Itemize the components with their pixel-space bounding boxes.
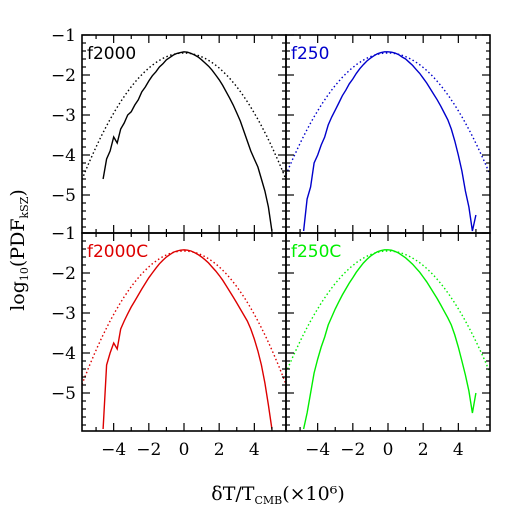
panel-label: f250C (291, 242, 341, 262)
y-tick-label: −2 (51, 264, 76, 284)
x-axis-label-suffix: (×10⁶) (282, 483, 345, 505)
y-axis-label-middle: (PDF (7, 218, 29, 267)
panel-label: f2000 (87, 44, 136, 64)
y-tick-label: −4 (51, 146, 76, 166)
y-axis-label-prefix: log (7, 281, 29, 311)
x-tick-label: 2 (418, 440, 429, 460)
panel-f2000: f2000 (81, 34, 287, 234)
y-tick-label: −3 (51, 304, 76, 324)
x-tick-label: −4 (101, 440, 126, 460)
panel-f250: f250 (285, 34, 491, 234)
panel-f250c: f250C (285, 232, 491, 432)
measured-pdf-line (302, 51, 477, 232)
y-tick-label: −2 (51, 66, 76, 86)
axis-ticks (82, 34, 490, 431)
measured-pdf-line (102, 51, 273, 232)
axis-tick-labels: −1 −2 −3 −4 −5 −1 −2 −3 −4 −5 −4 −2 0 2 4 −4 −2 0 2 4 (51, 26, 464, 460)
x-tick-label: −4 (305, 440, 330, 460)
y-axis-label-subscript-ksz: kSZ (18, 196, 31, 218)
panel-frame (285, 34, 491, 234)
gaussian-fit-line (285, 250, 491, 373)
y-tick-label: −1 (51, 224, 76, 244)
panel-label: f2000C (87, 242, 148, 262)
y-tick-label: −5 (51, 186, 76, 206)
panel-frame (285, 232, 491, 432)
panel-frame (81, 34, 287, 234)
measured-pdf-line (302, 249, 477, 430)
x-tick-label: 0 (383, 440, 394, 460)
measured-pdf-line (102, 249, 273, 430)
x-tick-label: 4 (453, 440, 464, 460)
panel-frame (81, 232, 287, 432)
y-tick-label: −1 (51, 26, 76, 46)
x-axis-label: δT/TCMB(×10⁶) (211, 483, 345, 507)
y-tick-label: −4 (51, 344, 76, 364)
x-tick-label: 0 (179, 440, 190, 460)
x-tick-label: 2 (214, 440, 225, 460)
x-axis-label-subscript: CMB (254, 494, 282, 507)
y-tick-label: −3 (51, 106, 76, 126)
x-axis-label-prefix: δT/T (211, 483, 255, 505)
y-tick-label: −5 (51, 384, 76, 404)
panel-label: f250 (291, 44, 329, 64)
gaussian-fit-line (81, 250, 287, 385)
x-tick-label: 4 (249, 440, 260, 460)
gaussian-fit-line (285, 52, 491, 175)
panel-f2000c: f2000C (81, 232, 287, 432)
y-axis-label: log10(PDFkSZ) (7, 189, 31, 311)
y-axis-label-subscript-10: 10 (18, 267, 31, 281)
x-tick-label: −2 (340, 440, 365, 460)
y-axis-label-suffix: ) (7, 189, 29, 196)
x-tick-label: −2 (136, 440, 161, 460)
